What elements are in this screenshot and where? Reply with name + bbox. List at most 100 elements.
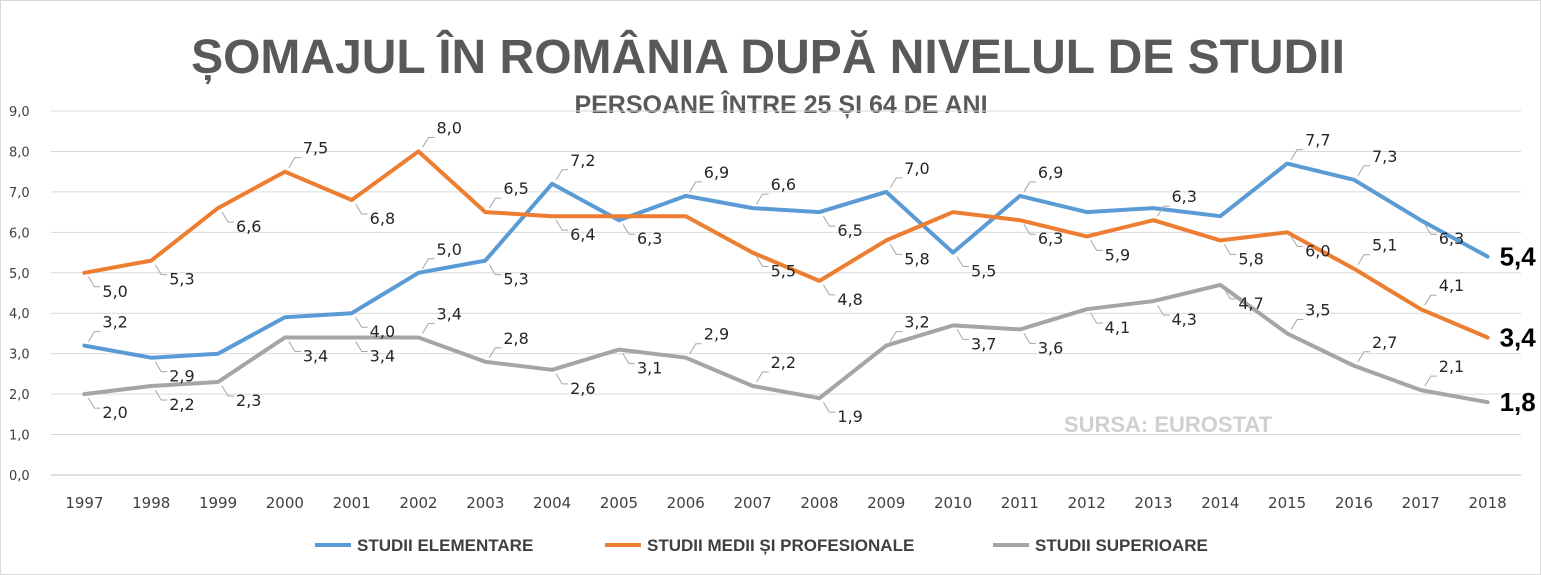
label-leader: [422, 258, 435, 270]
legend-label: STUDII ELEMENTARE: [357, 536, 533, 555]
x-tick-label: 2003: [466, 494, 504, 512]
label-leader: [87, 397, 101, 409]
data-label: 4,8: [837, 290, 862, 309]
label-leader: [756, 193, 769, 205]
label-leader: [288, 341, 301, 352]
gridlines: [51, 110, 1521, 476]
data-label: 5,3: [169, 270, 194, 289]
data-label: 2,9: [704, 325, 729, 344]
label-leader: [1357, 254, 1370, 265]
data-label: 7,5: [303, 139, 328, 158]
data-label: 4,7: [1238, 294, 1263, 313]
data-label: 5,8: [1238, 249, 1263, 268]
data-label: 3,7: [971, 334, 996, 353]
y-tick-label: 8,0: [9, 145, 30, 160]
data-label: 2,1: [1439, 357, 1464, 376]
x-tick-label: 2010: [934, 494, 972, 512]
data-label: 6,5: [503, 179, 528, 198]
label-leader: [221, 211, 235, 223]
label-leader: [555, 219, 569, 231]
data-label: 7,3: [1372, 147, 1397, 166]
label-leader: [555, 169, 569, 181]
x-tick-label: 1999: [199, 494, 237, 512]
label-leader: [221, 385, 235, 397]
data-label: 5,0: [437, 240, 462, 259]
label-leader: [1223, 244, 1237, 255]
label-leader: [1424, 223, 1437, 235]
label-leader: [822, 215, 836, 227]
label-leader: [889, 177, 903, 189]
x-tick-label: 2017: [1402, 494, 1440, 512]
y-tick-label: 5,0: [9, 267, 30, 282]
data-label: 4,1: [1105, 318, 1130, 337]
x-tick-label: 2002: [399, 494, 437, 512]
y-tick-label: 4,0: [9, 307, 30, 322]
label-leader: [355, 203, 368, 215]
chart-subtitle: PERSOANE ÎNTRE 25 ȘI 64 DE ANI: [574, 89, 987, 119]
data-label: 8,0: [437, 118, 462, 137]
x-tick-label: 2006: [667, 494, 705, 512]
label-leader: [1090, 240, 1103, 251]
source-note: SURSA: EUROSTAT: [1064, 412, 1273, 437]
label-leader: [1357, 165, 1370, 177]
data-label: 5,9: [1105, 245, 1130, 264]
data-label: 5,5: [971, 262, 996, 281]
x-tick-label: 2008: [800, 494, 838, 512]
label-leader: [355, 316, 368, 328]
label-leader: [622, 353, 635, 365]
data-label: 5,5: [771, 262, 796, 281]
series-line-3: [82, 282, 1490, 405]
label-leader: [756, 371, 769, 383]
data-label: 6,9: [1038, 163, 1063, 182]
data-label: 3,4: [370, 346, 395, 365]
x-tick-label: 2007: [733, 494, 771, 512]
series-end-label: 1,8: [1500, 387, 1536, 417]
x-tick-label: 2011: [1001, 494, 1039, 512]
label-leader: [1157, 304, 1170, 316]
data-label: 3,4: [303, 346, 328, 365]
label-leader: [154, 389, 168, 401]
data-label: 1,9: [837, 407, 862, 426]
label-leader: [488, 347, 502, 359]
x-tick-label: 1998: [132, 494, 170, 512]
data-label: 2,8: [503, 329, 528, 348]
label-leader: [822, 284, 836, 296]
data-label: 6,3: [1172, 187, 1197, 206]
label-leader: [956, 256, 970, 268]
label-leader: [1223, 288, 1237, 300]
label-leader: [87, 276, 101, 288]
data-label: 6,8: [370, 209, 395, 228]
x-tick-label: 2014: [1201, 494, 1239, 512]
data-label: 4,1: [1439, 276, 1464, 295]
label-leader: [555, 373, 569, 385]
x-tick-label: 1997: [65, 494, 103, 512]
label-leader: [1357, 351, 1370, 363]
label-leader: [488, 264, 502, 276]
x-tick-label: 2009: [867, 494, 905, 512]
x-tick-label: 2013: [1134, 494, 1172, 512]
x-tick-label: 2012: [1068, 494, 1106, 512]
x-tick-label: 2016: [1335, 494, 1373, 512]
data-label: 3,1: [637, 359, 662, 378]
label-leader: [1090, 312, 1103, 324]
data-label: 3,5: [1305, 300, 1330, 319]
label-leader: [1290, 236, 1304, 247]
data-label: 7,7: [1305, 131, 1330, 150]
data-label: 3,2: [102, 313, 127, 332]
label-leader: [1424, 375, 1437, 387]
data-label: 6,5: [837, 221, 862, 240]
y-tick-label: 9,0: [9, 105, 30, 120]
data-label: 2,3: [236, 391, 261, 410]
label-leader: [822, 401, 836, 413]
label-leader: [1290, 318, 1304, 330]
legend-label: STUDII SUPERIOARE: [1035, 536, 1208, 555]
series-line-2: [82, 149, 1490, 340]
data-label: 5,3: [503, 270, 528, 289]
x-tick-label: 2001: [333, 494, 371, 512]
series-lines: [82, 149, 1490, 405]
data-label: 6,4: [570, 225, 595, 244]
label-leader: [288, 157, 301, 168]
y-tick-label: 1,0: [9, 429, 30, 444]
